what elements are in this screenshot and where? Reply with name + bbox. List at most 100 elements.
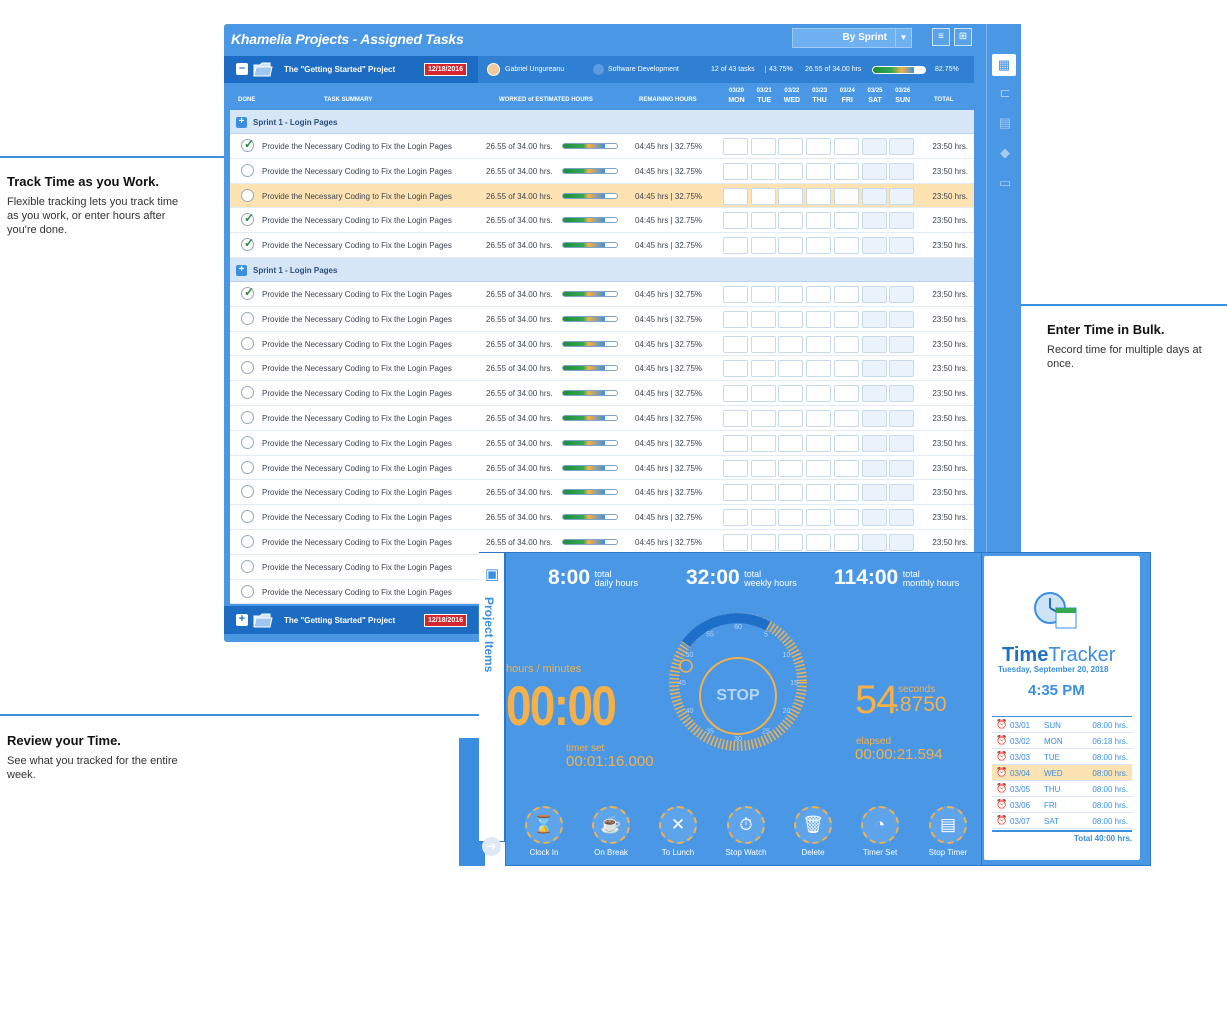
list-item[interactable]: ⏰ 03/03 TUE 08:00 hrs. <box>992 749 1132 765</box>
done-checkbox[interactable] <box>241 410 254 424</box>
day-hours-input[interactable] <box>778 434 804 452</box>
grid-view-icon[interactable]: ⊞ <box>954 28 972 46</box>
day-hours-input[interactable] <box>833 138 859 155</box>
day-hours-input[interactable] <box>806 533 832 551</box>
day-hours-input[interactable] <box>889 138 915 155</box>
day-hours-input[interactable] <box>861 385 887 403</box>
day-hours-input[interactable] <box>750 409 776 427</box>
task-summary[interactable]: Provide the Necessary Coding to Fix the … <box>262 463 452 473</box>
done-checkbox[interactable] <box>241 311 254 325</box>
day-hours-input[interactable] <box>889 459 915 477</box>
table-row[interactable]: Provide the Necessary Coding to Fix the … <box>230 405 974 431</box>
day-hours-input[interactable] <box>723 285 748 303</box>
chevron-down-icon[interactable]: ▼ <box>895 29 911 47</box>
day-hours-input[interactable] <box>833 509 859 527</box>
day-hours-input[interactable] <box>806 187 832 205</box>
day-hours-input[interactable] <box>723 409 748 427</box>
day-hours-input[interactable] <box>778 335 804 353</box>
day-hours-input[interactable] <box>723 187 748 205</box>
day-hours-input[interactable] <box>833 360 859 378</box>
task-summary[interactable]: Provide the Necessary Coding to Fix the … <box>262 537 452 547</box>
day-hours-input[interactable] <box>889 385 915 403</box>
col-total[interactable]: TOTAL <box>934 97 954 103</box>
day-hours-input[interactable] <box>806 434 832 452</box>
day-hours-input[interactable] <box>750 360 776 378</box>
day-hours-input[interactable] <box>833 434 859 452</box>
task-summary[interactable]: Provide the Necessary Coding to Fix the … <box>262 413 452 423</box>
timer-icon[interactable]: ◔ <box>861 806 899 844</box>
day-hours-input[interactable] <box>750 509 776 527</box>
trash-icon[interactable]: 🗑 <box>794 806 832 844</box>
day-hours-input[interactable] <box>806 385 832 403</box>
on-break-button[interactable]: ☕ On Break <box>581 806 641 857</box>
sprint-group-header[interactable]: + Sprint 1 - Login Pages <box>230 257 974 282</box>
day-hours-input[interactable] <box>861 138 887 155</box>
day-hours-input[interactable] <box>806 409 832 427</box>
document-icon[interactable]: ▤ <box>929 806 967 844</box>
day-hours-input[interactable] <box>723 138 748 155</box>
task-summary[interactable]: Provide the Necessary Coding to Fix the … <box>262 241 452 251</box>
stop-timer-button[interactable]: ▤ Stop Timer <box>918 806 978 857</box>
task-summary[interactable]: Provide the Necessary Coding to Fix the … <box>262 513 452 523</box>
day-hours-input[interactable] <box>750 434 776 452</box>
col-worked[interactable]: WORKED of ESTIMATED HOURS <box>499 97 593 103</box>
to-lunch-button[interactable]: ✕ To Lunch <box>648 806 708 857</box>
day-hours-input[interactable] <box>833 212 859 230</box>
day-hours-input[interactable] <box>833 409 859 427</box>
task-summary[interactable]: Provide the Necessary Coding to Fix the … <box>262 438 452 448</box>
day-hours-input[interactable] <box>833 310 859 328</box>
done-checkbox[interactable] <box>241 584 254 598</box>
day-hours-input[interactable] <box>861 310 887 328</box>
day-hours-input[interactable] <box>861 360 887 378</box>
done-checkbox[interactable] <box>241 336 254 350</box>
day-hours-input[interactable] <box>778 409 804 427</box>
hierarchy-icon[interactable]: ⊏ <box>999 85 1011 100</box>
table-row[interactable]: Provide the Necessary Coding to Fix the … <box>230 430 974 456</box>
table-row[interactable]: Provide the Necessary Coding to Fix the … <box>230 529 974 555</box>
day-hours-input[interactable] <box>833 533 859 551</box>
day-hours-input[interactable] <box>778 484 804 502</box>
day-hours-input[interactable] <box>778 459 804 477</box>
done-checkbox[interactable] <box>241 460 254 474</box>
day-hours-input[interactable] <box>723 212 748 230</box>
done-checkbox[interactable] <box>241 386 254 400</box>
day-hours-input[interactable] <box>889 285 915 303</box>
day-hours-input[interactable] <box>833 162 859 180</box>
day-hours-input[interactable] <box>861 285 887 303</box>
day-hours-input[interactable] <box>889 310 915 328</box>
task-summary[interactable]: Provide the Necessary Coding to Fix the … <box>262 364 452 374</box>
day-hours-input[interactable] <box>806 335 832 353</box>
project-header[interactable]: – The "Getting Started" Project 12/18/20… <box>224 56 974 83</box>
task-summary[interactable]: Provide the Necessary Coding to Fix the … <box>262 587 452 597</box>
table-row[interactable]: Provide the Necessary Coding to Fix the … <box>230 356 974 382</box>
day-hours-input[interactable] <box>778 138 804 155</box>
day-hours-input[interactable] <box>806 237 832 255</box>
day-hours-input[interactable] <box>723 310 748 328</box>
day-hours-input[interactable] <box>723 459 748 477</box>
day-hours-input[interactable] <box>778 237 804 255</box>
expand-icon[interactable]: + <box>236 264 247 276</box>
day-hours-input[interactable] <box>889 237 915 255</box>
done-checkbox[interactable] <box>241 361 254 375</box>
table-row[interactable]: Provide the Necessary Coding to Fix the … <box>230 480 974 506</box>
day-hours-input[interactable] <box>889 533 915 551</box>
list-item[interactable]: ⏰ 03/04 WED 08:00 hrs. <box>992 765 1132 781</box>
day-hours-input[interactable] <box>889 509 915 527</box>
day-hours-input[interactable] <box>861 212 887 230</box>
task-summary[interactable]: Provide the Necessary Coding to Fix the … <box>262 389 452 399</box>
table-row[interactable]: Provide the Necessary Coding to Fix the … <box>230 505 974 530</box>
day-hours-input[interactable] <box>889 335 915 353</box>
day-hours-input[interactable] <box>833 385 859 403</box>
day-hours-input[interactable] <box>861 162 887 180</box>
project-footer[interactable]: + The "Getting Started" Project 12/18/20… <box>224 606 524 634</box>
table-row[interactable]: Provide the Necessary Coding to Fix the … <box>230 281 974 307</box>
day-hours-input[interactable] <box>806 509 832 527</box>
table-row[interactable]: Provide the Necessary Coding to Fix the … <box>230 455 974 481</box>
day-hours-input[interactable] <box>778 310 804 328</box>
day-hours-input[interactable] <box>723 162 748 180</box>
done-checkbox[interactable] <box>241 163 254 177</box>
fork-knife-icon[interactable]: ✕ <box>659 806 697 844</box>
done-checkbox[interactable] <box>241 236 254 252</box>
day-hours-input[interactable] <box>723 335 748 353</box>
day-hours-input[interactable] <box>750 237 776 255</box>
